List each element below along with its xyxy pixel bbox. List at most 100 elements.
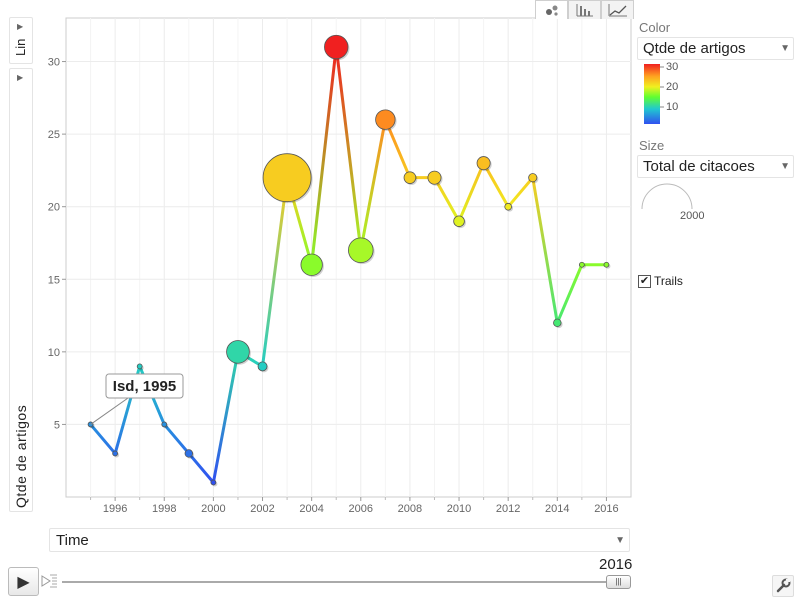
bubble[interactable] — [324, 34, 349, 60]
trail-segment — [211, 350, 240, 484]
trail-segment — [187, 451, 215, 484]
y-tick-label: 15 — [48, 274, 60, 286]
speed-icon — [41, 574, 57, 588]
trail-segment — [334, 45, 363, 252]
bubbles[interactable] — [87, 34, 611, 487]
chevron-down-icon: ▼ — [615, 535, 625, 546]
size-select-value: Total de citacoes — [643, 158, 755, 175]
bubble[interactable] — [553, 318, 562, 328]
x-tick-label: 2014 — [545, 503, 569, 515]
y-tick-label: 30 — [48, 57, 60, 69]
time-readout: 2016 — [599, 556, 633, 573]
x-tick-label: 2004 — [299, 503, 323, 515]
size-select[interactable]: Total de citacoes ▼ — [637, 155, 794, 178]
trail-segment — [457, 161, 486, 223]
bubble[interactable] — [257, 361, 268, 372]
bubble[interactable] — [136, 363, 143, 370]
bubble[interactable] — [453, 215, 465, 227]
chevron-down-icon: ▼ — [780, 161, 790, 172]
trail-segment — [555, 263, 584, 325]
trail-segment — [506, 176, 535, 209]
x-axis-select[interactable]: Time ▼ — [49, 528, 630, 552]
y-axis-selector[interactable]: ▶ Qtde de artigos — [9, 68, 33, 512]
trail-segment — [162, 422, 191, 455]
bubble[interactable] — [262, 153, 312, 203]
bubble[interactable] — [504, 202, 512, 211]
chevron-down-icon: ▼ — [780, 43, 790, 54]
time-slider-thumb[interactable]: ||| — [606, 575, 631, 589]
bubble[interactable] — [210, 479, 217, 486]
play-button[interactable]: ▶ — [8, 567, 39, 596]
x-tick-label: 2008 — [398, 503, 422, 515]
trails-checkbox[interactable]: ✔ — [638, 274, 651, 288]
bubble[interactable] — [403, 171, 417, 184]
bubble-chart-icon — [545, 5, 558, 16]
color-scale-bar — [644, 64, 660, 124]
play-icon: ▶ — [17, 573, 30, 591]
tooltip-box — [105, 373, 184, 399]
x-tick-label: 2000 — [201, 503, 225, 515]
x-tick-label: 1998 — [152, 503, 176, 515]
trails-label: Trails — [654, 274, 683, 288]
y-tick-label: 20 — [48, 202, 60, 214]
wrench-icon — [776, 578, 791, 593]
x-axis-ticks: 1996 1998 2000 2002 2004 2006 2008 2010 2012 2014… — [90, 497, 619, 515]
x-tick-label: 2016 — [594, 503, 618, 515]
bubble[interactable] — [476, 156, 491, 171]
bubble[interactable] — [578, 261, 585, 268]
bubble[interactable] — [300, 253, 323, 276]
color-scale-label: 30 — [666, 61, 679, 73]
y-axis-arrow-icon: ▶ — [17, 73, 24, 82]
y-scale-arrow-icon: ▶ — [17, 22, 24, 31]
bar-chart-icon — [576, 4, 593, 17]
bubble[interactable] — [226, 340, 250, 364]
color-select-value: Qtde de artigos — [643, 40, 746, 57]
tab-lines[interactable] — [601, 0, 634, 19]
bubble[interactable] — [112, 450, 119, 457]
x-tick-label: 1996 — [103, 503, 127, 515]
color-label: Color — [639, 20, 671, 35]
color-scale-ticks — [660, 66, 664, 108]
x-axis-select-value: Time — [56, 532, 89, 549]
trail-segment — [531, 176, 559, 325]
bubble[interactable] — [184, 449, 194, 458]
tab-bubbles[interactable] — [535, 0, 568, 19]
size-legend-arc — [641, 183, 693, 210]
trail-segment — [482, 161, 510, 209]
tooltip-pointer — [90, 397, 129, 425]
size-label: Size — [639, 138, 665, 153]
trail-segment — [310, 45, 338, 267]
size-legend-value: 2000 — [680, 210, 705, 222]
bubble[interactable] — [375, 109, 396, 130]
y-tick-label: 25 — [48, 129, 60, 141]
color-scale-label: 20 — [666, 81, 679, 93]
y-scale-selector[interactable]: ▶ Lin — [9, 17, 33, 64]
gridlines — [66, 18, 631, 497]
trail-segment — [261, 176, 289, 368]
color-select[interactable]: Qtde de artigos ▼ — [637, 37, 794, 60]
trails-toggle[interactable]: ✔ Trails — [638, 274, 683, 288]
y-axis-ticks: 5 10 15 20 25 30 — [48, 57, 66, 431]
settings-button[interactable] — [772, 575, 794, 597]
tooltip-text: Isd, 1995 — [113, 378, 176, 395]
x-tick-label: 2002 — [250, 503, 274, 515]
tooltip: Isd, 1995 — [90, 373, 184, 425]
trail-segment — [432, 176, 461, 223]
speed-control[interactable] — [40, 572, 58, 590]
chart-type-tabs[interactable] — [535, 0, 634, 19]
motion-chart[interactable]: 1996 1998 2000 2002 2004 2006 2008 2010 2012 2014… — [0, 0, 635, 520]
line-chart-icon — [608, 4, 627, 17]
bubble[interactable] — [603, 261, 610, 268]
time-slider-track[interactable] — [62, 581, 622, 583]
tab-bars[interactable] — [568, 0, 601, 19]
color-scale-label: 10 — [666, 101, 679, 113]
bubble[interactable] — [528, 173, 538, 183]
x-tick-label: 2010 — [447, 503, 471, 515]
bubble[interactable] — [348, 237, 374, 263]
trail-segment — [89, 422, 117, 455]
x-tick-label: 2012 — [496, 503, 520, 515]
trail-segment — [359, 118, 387, 252]
bubble[interactable] — [161, 421, 168, 428]
y-tick-label: 10 — [48, 347, 60, 359]
bubble[interactable] — [427, 170, 442, 185]
